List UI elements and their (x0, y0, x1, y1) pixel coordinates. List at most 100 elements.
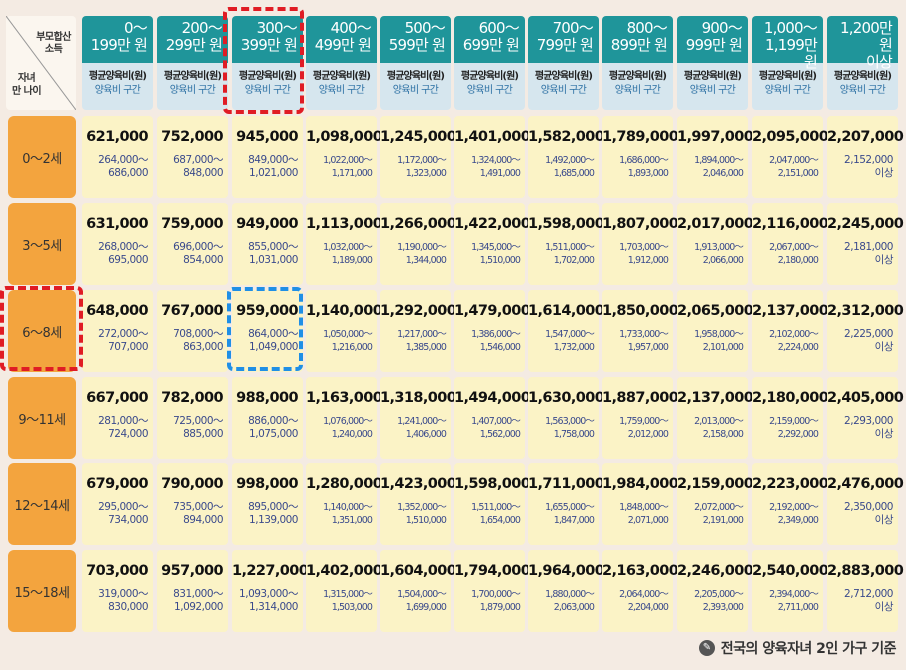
range-high: 854,000 (183, 254, 223, 266)
corner-age-label: 자녀 만 나이 (12, 73, 42, 97)
range-low: 319,000～ (98, 588, 148, 600)
range-low: 1,140,000～ (323, 502, 373, 513)
range-low: 864,000～ (248, 328, 298, 340)
range-low: 1,032,000～ (323, 242, 373, 253)
range-low: 725,000～ (173, 415, 223, 427)
avg-cost-value: 2,159,000 (677, 476, 754, 492)
range-low: 1,686,000～ (619, 155, 669, 166)
avg-cost-value: 1,318,000 (380, 390, 457, 406)
range-low: 1,733,000～ (619, 329, 669, 340)
table-cell: 2,245,000 2,181,000 이상 (827, 203, 904, 285)
table-cell: 759,000 696,000～ 854,000 (157, 203, 228, 285)
table-cell: 790,000 735,000～ 894,000 (157, 463, 228, 545)
income-range-label: 200～ 299만 원 (157, 16, 228, 63)
age-row-header: 6～8세 (8, 290, 76, 372)
avg-cost-label: 평균양육비(원) (312, 71, 371, 82)
range-low: 849,000～ (248, 154, 298, 166)
income-range-label: 1,200만 원 이상 (827, 16, 898, 71)
avg-cost-value: 1,402,000 (306, 563, 383, 579)
range-low: 1,894,000～ (694, 155, 744, 166)
range-low: 272,000～ (98, 328, 148, 340)
range-high: 2,063,000 (553, 602, 595, 613)
income-range-label: 900～ 999만 원 (677, 16, 748, 63)
table-cell: 752,000 687,000～ 848,000 (157, 116, 228, 198)
cost-range-label: 양육비 구간 (169, 85, 216, 96)
range-low: 1,880,000～ (545, 589, 595, 600)
table-cell: 1,604,000 1,504,000～ 1,699,000 (380, 550, 457, 632)
cost-range-label: 양육비 구간 (94, 85, 141, 96)
age-row-header: 15～18세 (8, 550, 76, 632)
avg-cost-value: 1,789,000 (602, 129, 679, 145)
range-high: 이상 (874, 601, 894, 613)
table-cell: 1,850,000 1,733,000～ 1,957,000 (602, 290, 679, 372)
avg-cost-value: 1,422,000 (454, 216, 531, 232)
table-cell: 1,245,000 1,172,000～ 1,323,000 (380, 116, 457, 198)
column-subheader: 평균양육비(원) 양육비 구간 (752, 63, 823, 110)
range-high: 1,510,000 (405, 515, 447, 526)
avg-cost-label: 평균양육비(원) (88, 71, 147, 82)
column-subheader: 평균양육비(원) 양육비 구간 (380, 63, 451, 110)
table-cell: 767,000 708,000～ 863,000 (157, 290, 228, 372)
table-cell: 1,997,000 1,894,000～ 2,046,000 (677, 116, 754, 198)
table-cell: 1,140,000 1,050,000～ 1,216,000 (306, 290, 383, 372)
avg-cost-value: 2,245,000 (827, 216, 904, 232)
column-header: 0～ 199만 원 평균양육비(원) 양육비 구간 (82, 16, 153, 110)
column-header: 700～ 799만 원 평균양육비(원) 양육비 구간 (528, 16, 599, 110)
column-header: 1,200만 원 이상 평균양육비(원) 양육비 구간 (827, 16, 898, 110)
range-low: 1,407,000～ (471, 416, 521, 427)
table-cell: 1,494,000 1,407,000～ 1,562,000 (454, 377, 531, 459)
range-low: 1,511,000～ (471, 502, 521, 513)
table-cell: 1,479,000 1,386,000～ 1,546,000 (454, 290, 531, 372)
avg-cost-value: 759,000 (161, 216, 223, 232)
range-low: 1,958,000～ (694, 329, 744, 340)
range-high: 1,893,000 (627, 168, 669, 179)
range-low: 895,000～ (248, 501, 298, 513)
range-high: 1,385,000 (405, 342, 447, 353)
range-high: 2,349,000 (777, 515, 819, 526)
range-high: 1,189,000 (331, 255, 373, 266)
avg-cost-value: 2,883,000 (827, 563, 904, 579)
avg-cost-label: 평균양육비(원) (758, 71, 817, 82)
range-high: 1,879,000 (479, 602, 521, 613)
range-low: 1,386,000～ (471, 329, 521, 340)
table-cell: 667,000 281,000～ 724,000 (82, 377, 153, 459)
range-high: 2,711,000 (777, 602, 819, 613)
avg-cost-label: 평균양육비(원) (460, 71, 519, 82)
column-subheader: 평균양육비(원) 양육비 구간 (677, 63, 748, 110)
range-low: 696,000～ (173, 241, 223, 253)
avg-cost-value: 2,163,000 (602, 563, 679, 579)
range-low: 1,345,000～ (471, 242, 521, 253)
avg-cost-value: 667,000 (86, 390, 148, 406)
range-high: 1,702,000 (553, 255, 595, 266)
range-low: 1,848,000～ (619, 502, 669, 513)
income-range-label: 800～ 899만 원 (602, 16, 673, 63)
range-low: 1,504,000～ (397, 589, 447, 600)
range-high: 1,957,000 (627, 342, 669, 353)
range-low: 1,093,000～ (239, 588, 298, 600)
table-cell: 1,318,000 1,241,000～ 1,406,000 (380, 377, 457, 459)
table-cell: 1,266,000 1,190,000～ 1,344,000 (380, 203, 457, 285)
avg-cost-value: 2,180,000 (752, 390, 829, 406)
table-cell: 988,000 886,000～ 1,075,000 (232, 377, 303, 459)
cost-range-label: 양육비 구간 (614, 85, 661, 96)
range-high: 863,000 (183, 341, 223, 353)
table-cell: 703,000 319,000～ 830,000 (82, 550, 153, 632)
range-low: 1,315,000～ (323, 589, 373, 600)
table-cell: 782,000 725,000～ 885,000 (157, 377, 228, 459)
avg-cost-value: 2,246,000 (677, 563, 754, 579)
table-cell: 1,423,000 1,352,000～ 1,510,000 (380, 463, 457, 545)
range-low: 2,064,000～ (619, 589, 669, 600)
age-row-header: 9～11세 (8, 377, 76, 459)
range-high: 1,344,000 (405, 255, 447, 266)
avg-cost-value: 998,000 (236, 476, 298, 492)
range-low: 2,102,000～ (769, 329, 819, 340)
avg-cost-value: 1,598,000 (528, 216, 605, 232)
income-range-label: 600～ 699만 원 (454, 16, 525, 63)
table-cell: 1,598,000 1,511,000～ 1,654,000 (454, 463, 531, 545)
column-header: 900～ 999만 원 평균양육비(원) 양육비 구간 (677, 16, 748, 110)
range-low: 687,000～ (173, 154, 223, 166)
column-header: 400～ 499만 원 평균양육비(원) 양육비 구간 (306, 16, 377, 110)
range-low: 2,152,000 (844, 154, 893, 166)
avg-cost-value: 1,984,000 (602, 476, 679, 492)
column-subheader: 평균양육비(원) 양육비 구간 (602, 63, 673, 110)
